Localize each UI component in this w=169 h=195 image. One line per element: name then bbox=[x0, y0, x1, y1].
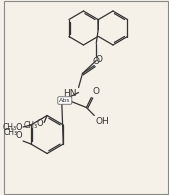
Text: O: O bbox=[93, 57, 100, 66]
Text: O: O bbox=[95, 54, 102, 64]
Text: Abs: Abs bbox=[59, 98, 70, 103]
Text: O: O bbox=[37, 119, 43, 128]
Text: O: O bbox=[15, 131, 22, 140]
Text: CH₃: CH₃ bbox=[3, 123, 17, 132]
Text: CH₃: CH₃ bbox=[24, 121, 38, 130]
Text: CH₃: CH₃ bbox=[4, 128, 18, 137]
Text: O: O bbox=[15, 123, 22, 132]
Text: OH: OH bbox=[95, 118, 109, 127]
Text: O: O bbox=[92, 88, 99, 97]
Text: HN: HN bbox=[63, 89, 77, 98]
